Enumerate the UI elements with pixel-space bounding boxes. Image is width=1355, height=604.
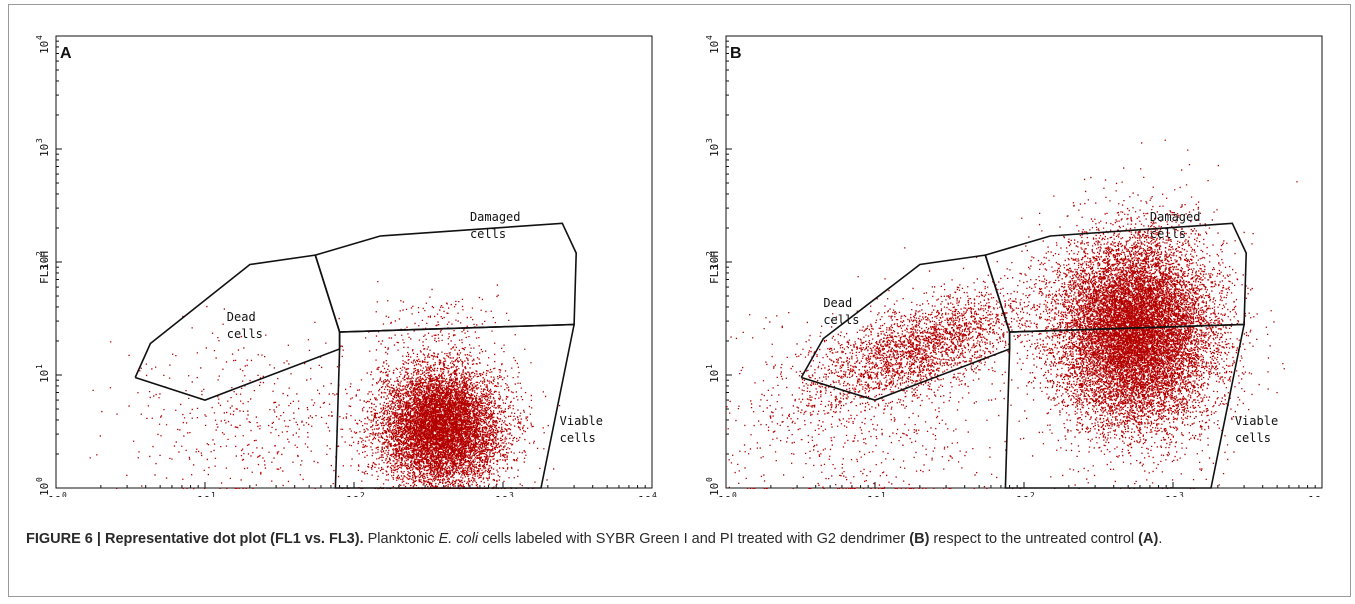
y-tick-exponent: 1 [35,364,44,369]
y-tick-label: 10 [708,41,721,54]
x-tick-label: 10 [1308,494,1321,497]
gate-label: cells [227,327,263,341]
y-tick-label: 10 [38,370,51,383]
figure-frame [8,4,1351,597]
caption-ref-b: (B) [909,531,930,547]
y-tick-label: 10 [38,144,51,157]
plot-area [725,35,1323,489]
gate-label: cells [823,313,859,327]
y-tick-label: 10 [708,257,721,270]
x-tick-label: 10 [867,494,880,497]
x-tick-label: 10 [718,494,731,497]
caption-ref-a: (A) [1138,531,1159,547]
gate-label: cells [470,227,506,241]
y-tick-exponent: 4 [705,35,714,40]
population-main-cluster [325,308,561,490]
x-tick-exponent: 2 [360,491,365,497]
y-axis-label: FL3-H [708,251,721,284]
x-tick-label: 10 [638,494,651,497]
x-tick-label: 10 [1165,494,1178,497]
population-main-cluster [988,139,1298,489]
y-axis-label: FL3-H [38,251,51,284]
x-tick-exponent: 3 [509,491,514,497]
gate-label: Damaged [1150,210,1201,224]
gate-label: Viable [1235,414,1278,428]
x-tick-label: 10 [346,494,359,497]
x-tick-exponent: 1 [211,491,216,497]
population-diagonal-streak [750,256,1123,453]
y-tick-label: 10 [708,144,721,157]
gate-label: Damaged [470,210,521,224]
scatter-points [750,256,1123,453]
y-tick-exponent: 1 [705,364,714,369]
x-tick-exponent: 3 [1179,491,1184,497]
gate-viable [334,323,576,489]
gate-damaged [314,222,578,333]
x-tick-exponent: 1 [881,491,886,497]
caption-text: respect to the untreated control [929,531,1139,547]
x-tick-label: 10 [1016,494,1029,497]
caption-species: E. coli [438,531,479,547]
x-tick-label: 10 [48,494,61,497]
x-tick-exponent: 4 [652,491,657,497]
x-tick-exponent: 0 [732,491,737,497]
y-tick-label: 10 [708,370,721,383]
population-low-scatter [726,247,1089,489]
gate-label: cells [560,431,596,445]
scatter-points [726,247,1089,489]
y-tick-exponent: 4 [35,35,44,40]
dot-layer [726,139,1298,489]
y-tick-label: 10 [38,483,51,496]
y-tick-exponent: 2 [35,251,44,256]
scatter-points [988,139,1298,489]
x-tick-exponent: 0 [62,491,67,497]
figure-caption: FIGURE 6 | Representative dot plot (FL1 … [26,529,1336,549]
gate-label: cells [1235,431,1271,445]
caption-text: . [1158,531,1163,547]
x-tick-exponent: 2 [1030,491,1035,497]
gate-label: Dead [823,296,852,310]
y-tick-label: 10 [38,257,51,270]
y-tick-exponent: 3 [35,138,44,143]
caption-label: FIGURE 6 | Representative dot plot (FL1 … [26,531,364,547]
y-tick-label: 10 [38,41,51,54]
y-tick-label: 10 [708,483,721,496]
panel-label: B [730,45,742,62]
dot-plot-a: DeadcellsDamagedcellsViablecells10010110… [35,35,657,497]
gate-label: cells [1150,227,1186,241]
gate-viable [1004,323,1246,489]
gate-label: Dead [227,310,256,324]
y-tick-exponent: 3 [705,138,714,143]
y-tick-exponent: 0 [705,477,714,482]
gate-label: Viable [560,414,603,428]
scatter-points [325,308,561,490]
caption-text: cells labeled with SYBR Green I and PI t… [478,531,910,547]
dot-plot-b: DeadcellsDamagedcellsViablecells10010110… [705,35,1323,497]
y-tick-exponent: 2 [705,251,714,256]
panel-label: A [60,45,72,62]
caption-text: Planktonic [363,531,439,547]
x-tick-label: 10 [197,494,210,497]
x-tick-label: 10 [495,494,508,497]
y-tick-exponent: 0 [35,477,44,482]
